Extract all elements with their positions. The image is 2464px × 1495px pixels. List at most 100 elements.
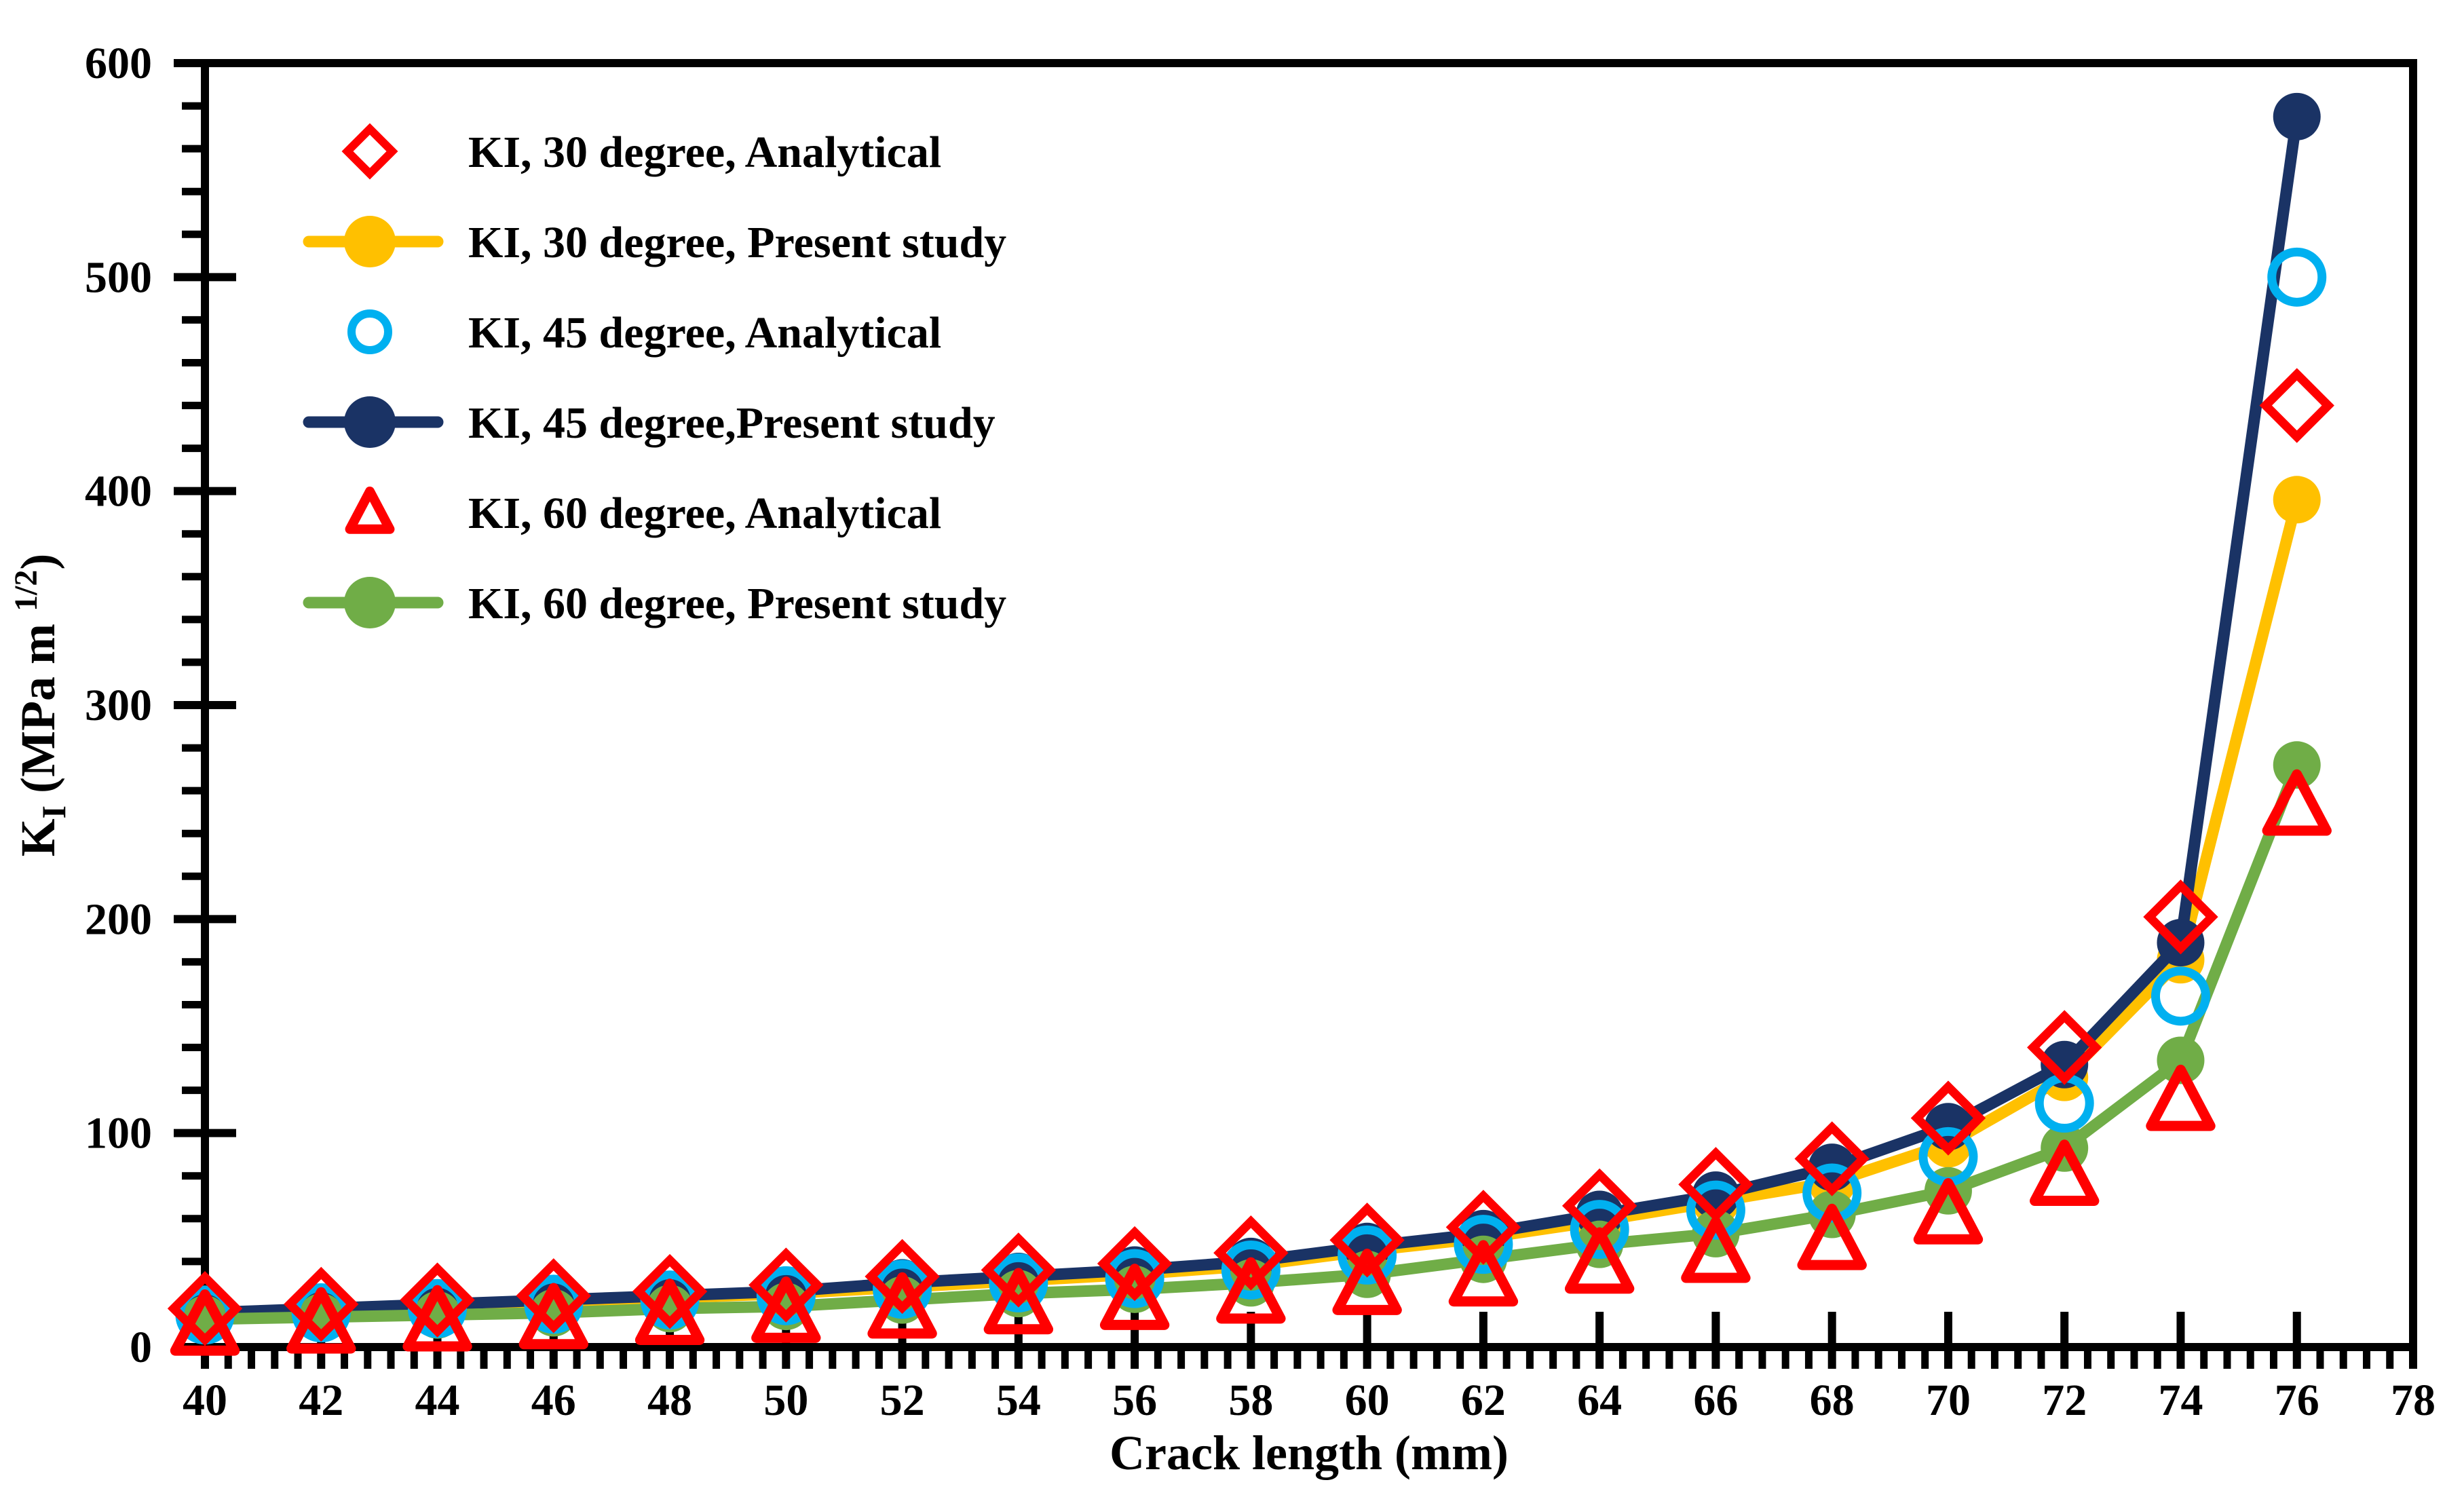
marker-triangle-open (867, 1272, 937, 1339)
marker-diamond-open (1329, 1203, 1405, 1278)
marker-circle-filled (344, 216, 396, 267)
y-axis: 0 100 200 300 400 500 600 KI (MPa m 1/2) (8, 39, 236, 1372)
x-tick-label: 74 (2158, 1376, 2203, 1425)
marker-circle-open (989, 1253, 1048, 1312)
y-tick-label: 100 (85, 1109, 152, 1158)
marker-circle-open (1686, 1180, 1745, 1240)
x-axis: 40 42 44 46 48 50 52 54 56 58 60 62 64 66 68 70 72 74 76 78… (183, 1312, 2435, 1480)
series-layer (167, 92, 2334, 1356)
marker-diamond-open (167, 1271, 243, 1346)
x-tick-label: 64 (1577, 1376, 1622, 1425)
legend-label: KI, 45 degree,Present study (468, 398, 996, 448)
marker-triangle-open (1797, 1203, 1867, 1270)
marker-diamond-open (1097, 1226, 1173, 1302)
marker-triangle-open (983, 1268, 1054, 1335)
marker-circle-filled (2273, 741, 2321, 789)
legend: KI, 30 degree, Analytical KI, 30 degree, … (303, 123, 1006, 628)
marker-triangle-open (1448, 1240, 1519, 1307)
marker-triangle-open (1099, 1264, 1170, 1330)
x-tick-label: 66 (1693, 1376, 1738, 1425)
x-tick-label: 70 (1926, 1376, 1971, 1425)
x-tick-label: 42 (299, 1376, 343, 1425)
x-tick-label: 54 (996, 1376, 1041, 1425)
marker-triangle-open (2146, 1064, 2216, 1131)
x-tick-label: 44 (415, 1376, 460, 1425)
legend-item-5: KI, 60 degree, Present study (303, 577, 1006, 628)
x-tick-label: 56 (1112, 1376, 1157, 1425)
marker-circle-filled (2273, 92, 2321, 140)
y-tick-label: 300 (85, 681, 152, 730)
marker-triangle-open (1564, 1227, 1635, 1294)
marker-diamond-open (341, 123, 398, 180)
x-axis-title: Crack length (mm) (1110, 1426, 1509, 1480)
legend-item-0: KI, 30 degree, Analytical (341, 123, 941, 180)
marker-circle-open (1338, 1225, 1397, 1285)
marker-circle-open (2150, 966, 2210, 1026)
x-tick-label: 52 (880, 1376, 925, 1425)
marker-triangle-open (345, 487, 395, 534)
marker-diamond-open (1445, 1190, 1521, 1265)
legend-label: KI, 30 degree, Analytical (468, 128, 941, 177)
series-4 (170, 769, 2332, 1356)
marker-circle-open (873, 1260, 932, 1319)
legend-item-4: KI, 60 degree, Analytical (345, 487, 941, 538)
marker-triangle-open (2030, 1139, 2100, 1207)
marker-diamond-open (748, 1247, 824, 1323)
y-tick-label: 0 (130, 1323, 152, 1372)
x-tick-label: 60 (1345, 1376, 1390, 1425)
marker-diamond-open (1794, 1121, 1870, 1196)
marker-circle-open (1570, 1200, 1629, 1260)
marker-diamond-open (981, 1232, 1057, 1308)
marker-diamond-open (400, 1262, 475, 1338)
x-tick-label: 68 (1810, 1376, 1855, 1425)
marker-triangle-open (634, 1279, 705, 1345)
marker-diamond-open (284, 1266, 359, 1342)
legend-item-1: KI, 30 degree, Present study (303, 216, 1006, 267)
marker-triangle-open (1332, 1249, 1402, 1315)
marker-triangle-open (286, 1287, 356, 1354)
y-tick-label: 600 (85, 39, 152, 88)
legend-label: KI, 45 degree, Analytical (468, 308, 941, 358)
x-tick-label: 50 (763, 1376, 808, 1425)
x-tick-label: 76 (2275, 1376, 2319, 1425)
marker-diamond-open (1678, 1147, 1754, 1222)
x-tick-label: 58 (1228, 1376, 1273, 1425)
marker-triangle-open (402, 1285, 472, 1352)
marker-triangle-open (170, 1289, 240, 1356)
legend-item-3: KI, 45 degree,Present study (303, 396, 996, 448)
y-axis-title: KI (MPa m 1/2) (8, 554, 73, 857)
series-0 (167, 368, 2334, 1346)
y-tick-label: 500 (85, 252, 152, 302)
series-line (199, 759, 2303, 1325)
x-tick-label: 72 (2042, 1376, 2087, 1425)
y-tick-label: 400 (85, 467, 152, 516)
legend-label: KI, 60 degree, Present study (468, 579, 1006, 628)
x-tick-label: 40 (183, 1376, 227, 1425)
marker-diamond-open (516, 1258, 591, 1333)
marker-diamond-open (1213, 1215, 1289, 1291)
marker-diamond-open (2259, 368, 2334, 443)
legend-label: KI, 60 degree, Analytical (468, 489, 941, 538)
marker-diamond-open (2143, 879, 2218, 955)
x-tick-label: 46 (531, 1376, 576, 1425)
marker-circle-filled (2157, 1036, 2205, 1084)
marker-diamond-open (2027, 1010, 2102, 1085)
marker-circle-open (1221, 1240, 1281, 1300)
x-tick-label: 78 (2391, 1376, 2435, 1425)
marker-diamond-open (632, 1253, 708, 1329)
legend-item-2: KI, 45 degree, Analytical (347, 308, 941, 358)
series-line (199, 111, 2303, 1319)
y-tick-label: 200 (85, 894, 152, 944)
x-tick-label: 48 (647, 1376, 692, 1425)
marker-circle-open (347, 309, 392, 354)
marker-triangle-open (751, 1276, 821, 1343)
marker-circle-open (1454, 1215, 1513, 1274)
marker-circle-open (2267, 247, 2327, 307)
marker-circle-open (1105, 1249, 1164, 1308)
marker-circle-filled (2273, 476, 2321, 524)
marker-circle-filled (344, 577, 396, 628)
legend-label: KI, 30 degree, Present study (468, 218, 1006, 267)
marker-triangle-open (518, 1283, 588, 1350)
